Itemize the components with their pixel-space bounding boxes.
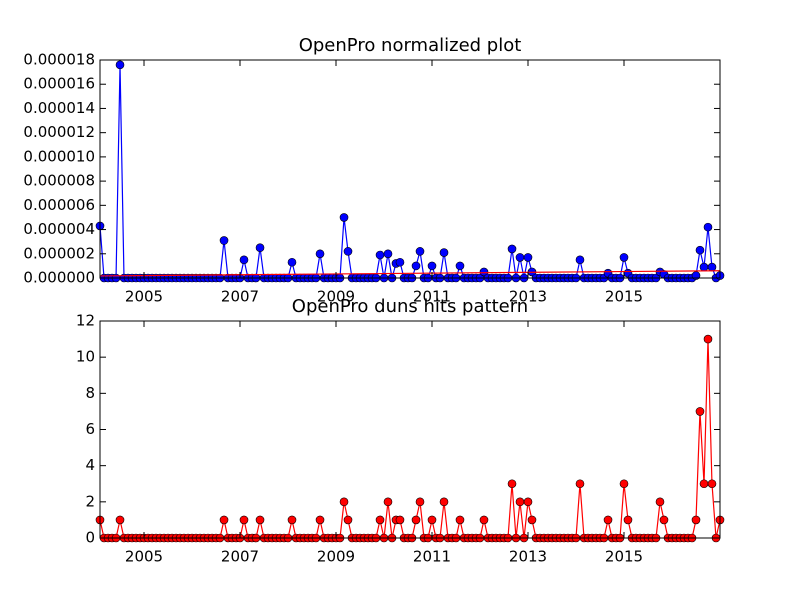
y-tick-label: 12 [76, 312, 95, 330]
x-tick-label: 2011 [413, 288, 451, 306]
data-point [115, 515, 125, 525]
data-point [411, 515, 421, 525]
x-tick-label: 2007 [221, 288, 259, 306]
y-tick-label: 0.000018 [23, 51, 95, 69]
data-point [395, 257, 405, 267]
data-point [479, 515, 489, 525]
data-point [255, 515, 265, 525]
chart-title: OpenPro normalized plot [299, 35, 522, 56]
data-point [255, 243, 265, 253]
data-point [659, 515, 669, 525]
data-point [415, 497, 425, 507]
data-point [315, 515, 325, 525]
data-point [623, 515, 633, 525]
y-tick-label: 0.000004 [23, 220, 95, 238]
data-point [695, 407, 705, 416]
data-point [375, 515, 385, 525]
data-point [219, 515, 229, 525]
data-point [343, 515, 353, 525]
data-point [287, 515, 297, 525]
y-tick-label: 0 [85, 529, 95, 547]
data-point [339, 213, 349, 222]
y-tick-label: 8 [85, 384, 95, 402]
data-point [575, 255, 585, 265]
data-point [707, 262, 717, 272]
data-point [239, 255, 249, 265]
plot-frame [99, 59, 721, 279]
data-point [527, 515, 537, 525]
data-point [523, 253, 533, 262]
y-tick-label: 0.000016 [23, 75, 95, 93]
data-point [515, 253, 525, 262]
data-point [219, 236, 229, 245]
data-point [523, 497, 533, 507]
data-point [655, 497, 665, 507]
data-point [415, 247, 425, 256]
y-tick-label: 0.000006 [23, 196, 95, 214]
data-point [375, 250, 385, 260]
data-point [507, 479, 517, 489]
data-point [343, 247, 353, 256]
x-tick-label: 2013 [509, 548, 547, 566]
data-point [515, 497, 525, 507]
y-tick-label: 10 [76, 348, 95, 366]
y-tick-label: 0.000012 [23, 123, 95, 141]
series-line [99, 270, 721, 277]
chart-title: OpenPro duns hits pattern [292, 296, 528, 317]
x-tick-label: 2007 [221, 548, 259, 566]
data-point [239, 515, 249, 525]
data-point [619, 479, 629, 489]
data-point [455, 515, 465, 525]
data-point [411, 261, 421, 271]
data-point [695, 245, 705, 255]
data-point [479, 267, 489, 277]
data-point [707, 479, 717, 489]
data-point [699, 262, 709, 272]
data-point [619, 253, 629, 262]
data-point [575, 479, 585, 489]
data-point [315, 249, 325, 259]
y-tick-label: 2 [85, 492, 95, 510]
x-tick-label: 2015 [605, 548, 643, 566]
y-tick-label: 4 [85, 456, 95, 474]
data-point [439, 497, 449, 507]
data-point [439, 248, 449, 257]
x-tick-label: 2015 [605, 288, 643, 306]
x-tick-label: 2005 [125, 548, 163, 566]
data-point [383, 249, 393, 259]
data-point [703, 222, 713, 232]
y-tick-label: 0.000008 [23, 172, 95, 190]
x-tick-label: 2013 [509, 288, 547, 306]
data-point [287, 257, 297, 267]
y-tick-label: 0.000002 [23, 244, 95, 262]
data-point [115, 60, 125, 70]
data-point [699, 479, 709, 489]
x-tick-label: 2009 [317, 548, 355, 566]
data-point [691, 515, 701, 525]
data-point [383, 497, 393, 507]
x-tick-label: 2011 [413, 548, 451, 566]
data-point [395, 515, 405, 525]
y-tick-label: 6 [85, 420, 95, 438]
data-point [427, 515, 437, 525]
data-point [455, 261, 465, 271]
data-point [507, 244, 517, 254]
data-point [603, 515, 613, 525]
x-tick-label: 2009 [317, 288, 355, 306]
data-point [427, 261, 437, 271]
y-tick-label: 0.000014 [23, 99, 95, 117]
y-tick-label: 0.000010 [23, 147, 95, 165]
x-tick-label: 2005 [125, 288, 163, 306]
data-point [339, 497, 349, 507]
data-point [703, 334, 713, 344]
y-tick-label: 0.000000 [23, 269, 95, 287]
